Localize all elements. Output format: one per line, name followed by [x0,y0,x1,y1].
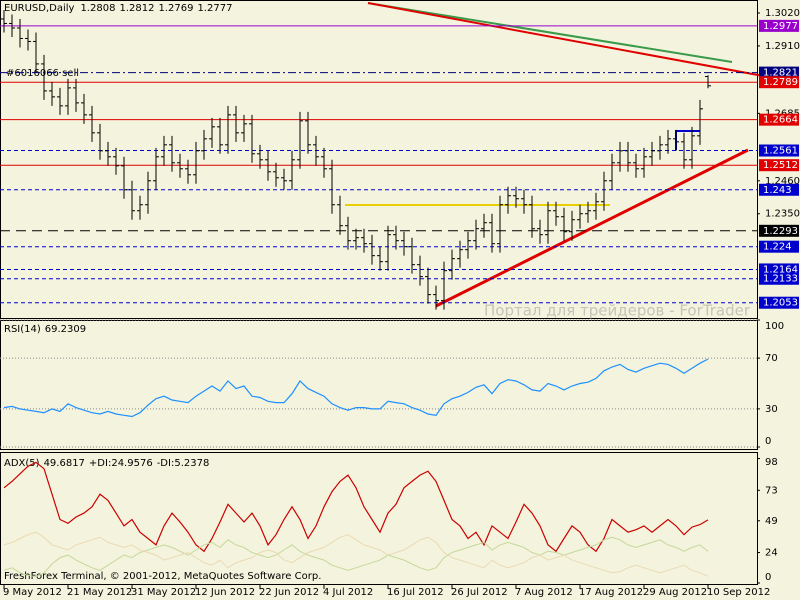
level-tag: 1.2293 [759,224,799,237]
level-box [759,224,799,237]
x-tick-label: 9 May 2012 [3,587,62,598]
price-header: EURUSD,Daily 1.2808 1.2812 1.2769 1.2777 [4,3,232,14]
level-tag: 1.2561 [759,144,799,157]
rsi-header: RSI(14) 69.2309 [4,324,86,335]
x-tick-label: 26 Jul 2012 [451,587,508,598]
y-tick-label: 0 [765,436,771,447]
y-tick-label: 49 [765,516,778,527]
level-box [759,66,799,79]
level-tag: 1.2789 [759,76,799,89]
price-panel [0,0,758,319]
low: 1.2769 [158,3,193,14]
y-tick-label: 24 [765,548,778,559]
x-tick-label: 21 May 2012 [67,587,132,598]
x-tick-label: 12 Jun 2012 [195,587,255,598]
level-tag: 1.2977 [759,19,799,32]
level-box [759,263,799,276]
level-tag: 1.243 [759,183,799,196]
level-label: 1.2977 [763,21,798,32]
x-tick-label: 31 May 2012 [131,587,196,598]
series-line [3,536,709,578]
close: 1.2777 [197,3,232,14]
level-tag: 1.2664 [759,113,799,126]
level-label: 1.2293 [763,226,798,237]
high: 1.2812 [119,3,154,14]
y-tick-label: 98 [765,457,778,468]
level-label: 1.2821 [763,68,798,79]
trend-line [435,148,749,308]
y-tick-label: 1.2460 [765,176,800,187]
level-label: 1.2664 [763,115,798,126]
symbol: EURUSD,Daily [4,3,75,14]
adx-header: ADX(5) 49.6817 +DI:24.9576 -DI:5.2378 [4,458,209,469]
adx-panel [0,452,758,585]
level-label: 1.2164 [763,264,798,275]
level-label: 1.2133 [763,274,798,285]
x-tick-label: 17 Aug 2012 [579,587,643,598]
level-label: 1.2789 [763,77,798,88]
x-tick-label: 4 Jul 2012 [323,587,373,598]
level-box [759,76,799,89]
level-box [759,144,799,157]
level-box [759,240,799,253]
level-label: 1.224 [763,242,792,253]
level-tag: 1.2133 [759,272,799,285]
x-tick-label: 10 Sep 2012 [707,587,770,598]
level-label: 1.243 [763,185,792,196]
x-tick-label: 29 Aug 2012 [643,587,707,598]
series-line [3,531,709,577]
y-tick-label: 73 [765,485,778,496]
pdi-name: +DI: [89,458,111,469]
mdi-value: 5.2378 [174,458,209,469]
footer: FreshForex Terminal, © 2001-2012, MetaQu… [4,571,321,582]
mdi-name: -DI: [157,458,175,469]
level-box [759,19,799,32]
rsi-name: RSI(14) [4,324,41,335]
y-tick-label: 70 [765,353,778,364]
trend-line [367,2,733,63]
level-label: 1.2053 [763,298,798,309]
x-tick-label: 16 Jul 2012 [387,587,444,598]
open: 1.2808 [80,3,115,14]
level-box [759,113,799,126]
level-box [759,296,799,309]
trend-line [367,2,786,81]
x-tick-label: 7 Aug 2012 [515,587,573,598]
x-tick-label: 22 Jun 2012 [259,587,319,598]
trend-lines [345,2,786,308]
y-tick-label: 1.3020 [765,8,800,19]
level-tag: 1.2053 [759,296,799,309]
y-tick-label: 30 [765,404,778,415]
level-label: 1.2512 [763,160,798,171]
level-tag: 1.224 [759,240,799,253]
y-tick-label: 1.2910 [765,41,800,52]
level-tag: 1.2164 [759,263,799,276]
series-line [3,358,709,418]
pdi-value: 24.9576 [111,458,152,469]
watermark: Портал для трейдеров - ForTrader [484,302,751,320]
level-label: 1.2561 [763,146,798,157]
level-tag: 1.2512 [759,159,799,172]
level-tag: 1.2821 [759,66,799,79]
y-tick-label: 100 [765,321,784,332]
rsi-value: 69.2309 [45,324,86,335]
order-label: #6016066 sell [6,68,79,79]
level-box [759,159,799,172]
y-tick-label: 0 [765,572,771,583]
level-box [759,272,799,285]
adx-name: ADX(5) [4,458,40,469]
adx-value: 49.6817 [44,458,85,469]
y-tick-label: 1.2350 [765,209,800,220]
level-box [759,183,799,196]
